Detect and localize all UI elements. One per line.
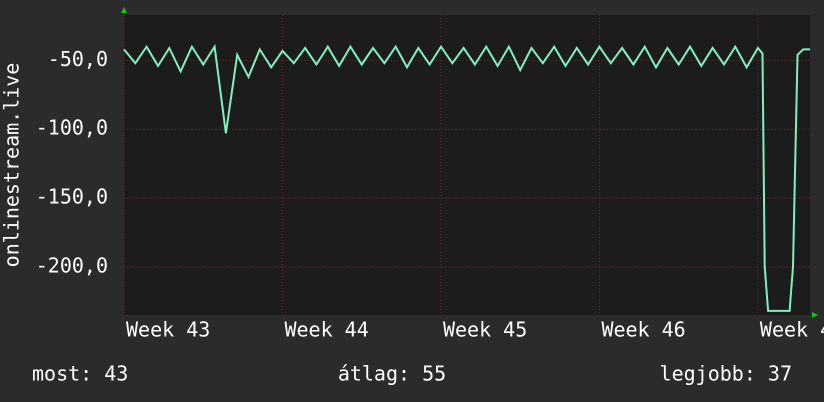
- x-tick-label: Week 46: [601, 318, 685, 342]
- footer-current: most: 43: [32, 362, 128, 386]
- y-tick-label: -50,0: [48, 47, 108, 71]
- x-tick-label: Week 45: [443, 318, 527, 342]
- x-tick-label: Week 44: [284, 318, 368, 342]
- axis-arrow: [121, 7, 127, 13]
- data-line: [123, 43, 810, 312]
- y-tick-label: -200,0: [36, 253, 108, 277]
- plot-area: [124, 15, 810, 315]
- y-axis-label: onlinestream.live: [0, 63, 24, 268]
- footer-best: legjobb: 37: [660, 362, 792, 386]
- y-tick-label: -150,0: [36, 185, 108, 209]
- axis-arrow: [812, 312, 818, 318]
- x-tick-label: Week 4: [760, 318, 824, 342]
- footer-average: átlag: 55: [338, 362, 446, 386]
- x-tick-label: Week 43: [126, 318, 210, 342]
- y-tick-label: -100,0: [36, 116, 108, 140]
